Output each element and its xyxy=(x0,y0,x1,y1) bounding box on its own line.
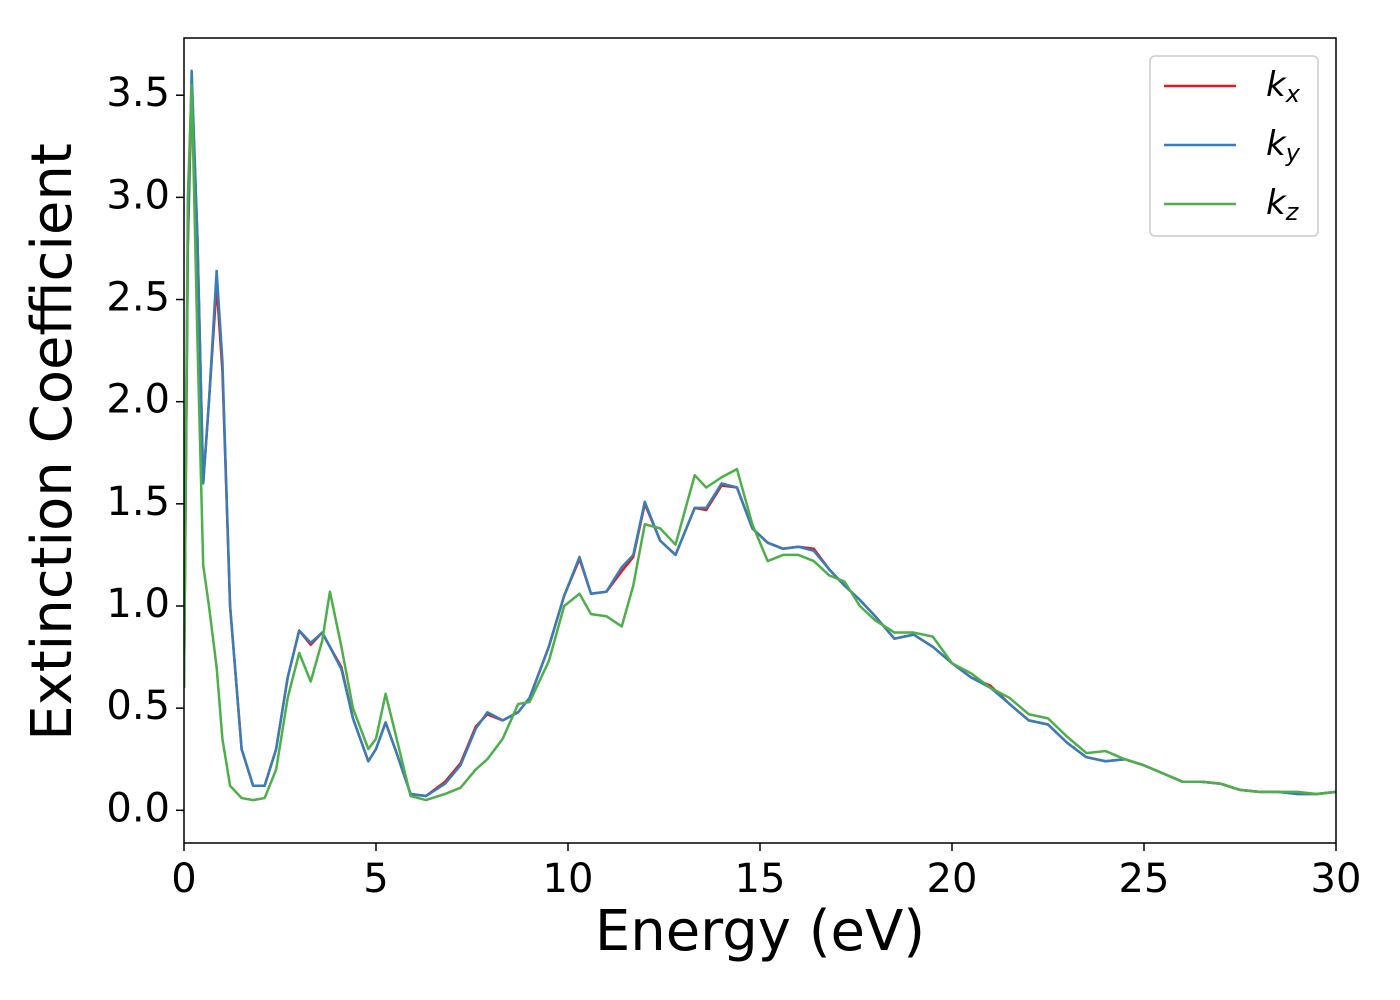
x-axis-label: Energy (eV) xyxy=(595,899,925,964)
legend-label: kx xyxy=(1266,65,1301,109)
y-tick-label: 3.5 xyxy=(106,70,170,116)
series-line xyxy=(184,69,1336,798)
x-tick-label: 15 xyxy=(735,856,786,902)
series-line xyxy=(184,83,1336,802)
plot-frame xyxy=(183,37,1337,844)
y-axis-label: Extinction Coefficient xyxy=(20,143,85,741)
y-tick-label: 1.0 xyxy=(106,581,170,627)
y-tick-label: 1.5 xyxy=(106,479,170,525)
x-tick-label: 0 xyxy=(171,856,196,902)
x-tick-label: 30 xyxy=(1311,856,1362,902)
y-tick-label: 3.0 xyxy=(106,172,170,218)
legend-label: kz xyxy=(1266,183,1300,227)
y-tick-label: 2.5 xyxy=(106,275,170,321)
x-tick-label: 10 xyxy=(543,856,594,902)
x-tick-label: 5 xyxy=(363,856,388,902)
y-tick-label: 2.0 xyxy=(106,377,170,423)
y-tick-label: 0.0 xyxy=(106,785,170,831)
x-tick-label: 25 xyxy=(1119,856,1170,902)
legend-label: ky xyxy=(1266,124,1301,168)
y-tick-label: 0.5 xyxy=(106,683,170,729)
x-tick-label: 20 xyxy=(927,856,978,902)
